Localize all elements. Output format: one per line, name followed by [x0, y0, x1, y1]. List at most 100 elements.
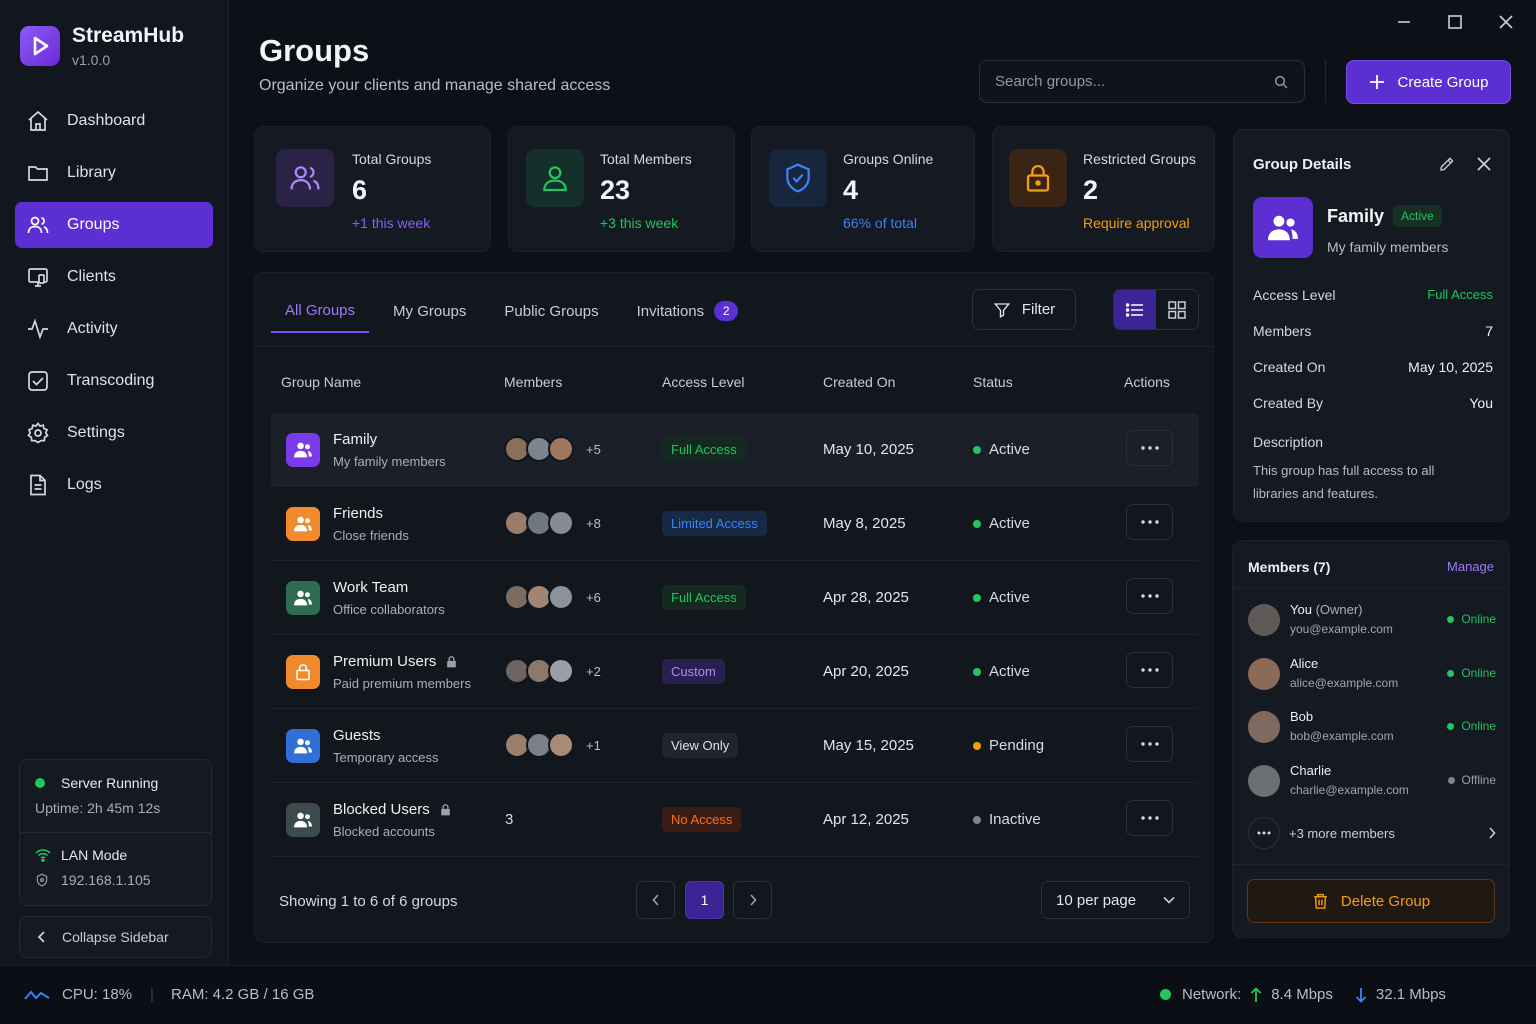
- search-box[interactable]: [979, 60, 1305, 103]
- row-actions-button[interactable]: [1126, 726, 1173, 762]
- search-input[interactable]: [995, 73, 1255, 90]
- member-email: bob@example.com: [1290, 729, 1394, 743]
- delete-group-label: Delete Group: [1340, 892, 1431, 910]
- delete-group-button[interactable]: Delete Group: [1247, 879, 1495, 923]
- sidebar-item-groups[interactable]: Groups: [15, 202, 213, 248]
- tab-all-groups[interactable]: All Groups: [271, 289, 370, 333]
- brand: StreamHub v1.0.0: [20, 24, 184, 68]
- table-row[interactable]: Family My family members +5 Full Access …: [271, 413, 1199, 487]
- group-desc: Close friends: [333, 528, 409, 543]
- owner-tag: (Owner): [1315, 602, 1363, 617]
- filter-button[interactable]: Filter: [972, 289, 1076, 330]
- manage-members-link[interactable]: Manage: [1447, 559, 1494, 574]
- row-actions-button[interactable]: [1126, 652, 1173, 688]
- status-dot: [973, 667, 981, 676]
- sidebar-item-dashboard[interactable]: Dashboard: [15, 98, 213, 144]
- table-row[interactable]: Premium Users Paid premium members +2 Cu…: [271, 635, 1199, 709]
- stat-card-total-groups: Total Groups 6 +1 this week: [254, 126, 491, 252]
- header-divider: [1325, 60, 1326, 103]
- member-email: alice@example.com: [1290, 676, 1399, 690]
- sidebar-item-logs[interactable]: Logs: [15, 462, 213, 508]
- table-row[interactable]: Blocked Users Blocked accounts 3 No Acce…: [271, 783, 1199, 857]
- more-members-count: +6: [586, 590, 601, 605]
- pulse-icon: [28, 318, 48, 340]
- members-panel: Members (7) Manage You (Owner) you@examp…: [1232, 540, 1510, 938]
- close-icon[interactable]: [1476, 156, 1492, 172]
- wifi-icon: [35, 849, 51, 862]
- tab-invitations[interactable]: Invitations 2: [623, 289, 753, 333]
- minimize-icon[interactable]: [1394, 12, 1414, 32]
- more-horizontal-icon: [1140, 816, 1159, 820]
- member-avatars: [504, 510, 574, 536]
- page-1-button[interactable]: 1: [685, 881, 724, 919]
- sidebar-item-clients[interactable]: Clients: [15, 254, 213, 300]
- member-avatars: [504, 436, 574, 462]
- row-actions-button[interactable]: [1126, 578, 1173, 614]
- member-row[interactable]: Alice alice@example.com Online: [1248, 655, 1496, 695]
- column-header-created[interactable]: Created On: [823, 374, 896, 390]
- per-page-select[interactable]: 10 per page: [1041, 881, 1190, 919]
- grid-view-icon[interactable]: [1156, 290, 1198, 329]
- list-view-icon[interactable]: [1114, 290, 1156, 329]
- app-name: StreamHub: [72, 24, 185, 47]
- tab-public-groups[interactable]: Public Groups: [504, 302, 599, 320]
- sidebar-item-library[interactable]: Library: [15, 150, 213, 196]
- created-date: May 10, 2025: [823, 441, 914, 458]
- sidebar-item-activity[interactable]: Activity: [15, 306, 213, 352]
- stat-value: 6: [352, 175, 368, 205]
- stat-value: 2: [1083, 175, 1099, 205]
- create-group-button[interactable]: Create Group: [1346, 60, 1511, 104]
- edit-icon[interactable]: [1438, 155, 1456, 173]
- member-row[interactable]: Bob bob@example.com Online: [1248, 708, 1496, 748]
- group-desc: My family members: [333, 454, 446, 469]
- column-header-name[interactable]: Group Name: [281, 374, 362, 390]
- row-actions-button[interactable]: [1126, 504, 1173, 540]
- plus-icon: [1369, 75, 1384, 89]
- users-icon: [27, 216, 49, 234]
- column-header-status[interactable]: Status: [973, 374, 1013, 390]
- panel-divider: [255, 346, 1213, 347]
- group-name: Guests: [333, 727, 381, 744]
- lock-icon: [286, 655, 320, 689]
- page-subtitle: Organize your clients and manage shared …: [259, 77, 611, 94]
- access-badge: Full Access: [662, 585, 746, 610]
- search-icon: [1274, 75, 1288, 89]
- sidebar-item-settings[interactable]: Settings: [15, 410, 213, 456]
- maximize-icon[interactable]: [1445, 12, 1465, 32]
- group-name-label: Blocked Users: [333, 801, 430, 818]
- sidebar-item-transcoding[interactable]: Transcoding: [15, 358, 213, 404]
- group-users-icon: [286, 507, 320, 541]
- close-window-icon[interactable]: [1496, 12, 1516, 32]
- sidebar-nav: Dashboard Library Groups Clients Activit…: [15, 98, 213, 514]
- member-row[interactable]: Charlie charlie@example.com Offline: [1248, 762, 1496, 802]
- member-row[interactable]: You (Owner) you@example.com Online: [1248, 601, 1496, 641]
- row-actions-button[interactable]: [1126, 800, 1173, 836]
- users-icon: [276, 149, 334, 207]
- table-row[interactable]: Guests Temporary access +1 View Only May…: [271, 709, 1199, 783]
- table-row[interactable]: Work Team Office collaborators +6 Full A…: [271, 561, 1199, 635]
- invitations-count-badge: 2: [714, 301, 739, 321]
- row-actions-button[interactable]: [1126, 430, 1173, 466]
- member-email: you@example.com: [1290, 622, 1393, 636]
- detail-description-text: This group has full access to all librar…: [1253, 463, 1435, 501]
- column-header-members[interactable]: Members: [504, 374, 563, 390]
- prev-page-button[interactable]: [636, 881, 675, 919]
- next-page-button[interactable]: [733, 881, 772, 919]
- more-members-row[interactable]: +3 more members: [1248, 816, 1496, 850]
- collapse-sidebar-button[interactable]: Collapse Sidebar: [19, 916, 212, 958]
- detail-members-row: Members 7: [1253, 323, 1493, 339]
- detail-access-row: Access Level Full Access: [1253, 287, 1493, 303]
- chevron-left-icon: [651, 894, 659, 906]
- member-name: Charlie: [1290, 763, 1332, 778]
- more-horizontal-icon: [1140, 742, 1159, 746]
- status-label: Pending: [989, 737, 1045, 754]
- column-header-access[interactable]: Access Level: [662, 374, 745, 390]
- server-ip: 192.168.1.105: [61, 872, 151, 888]
- table-row[interactable]: Friends Close friends +8 Limited Access …: [271, 487, 1199, 561]
- member-status-label: Online: [1461, 612, 1496, 626]
- details-group-name: Family: [1327, 206, 1385, 226]
- detail-created-value: May 10, 2025: [1408, 359, 1493, 375]
- tab-my-groups[interactable]: My Groups: [393, 302, 467, 320]
- status-dot: [1447, 615, 1455, 623]
- detail-access-value: Full Access: [1427, 287, 1493, 302]
